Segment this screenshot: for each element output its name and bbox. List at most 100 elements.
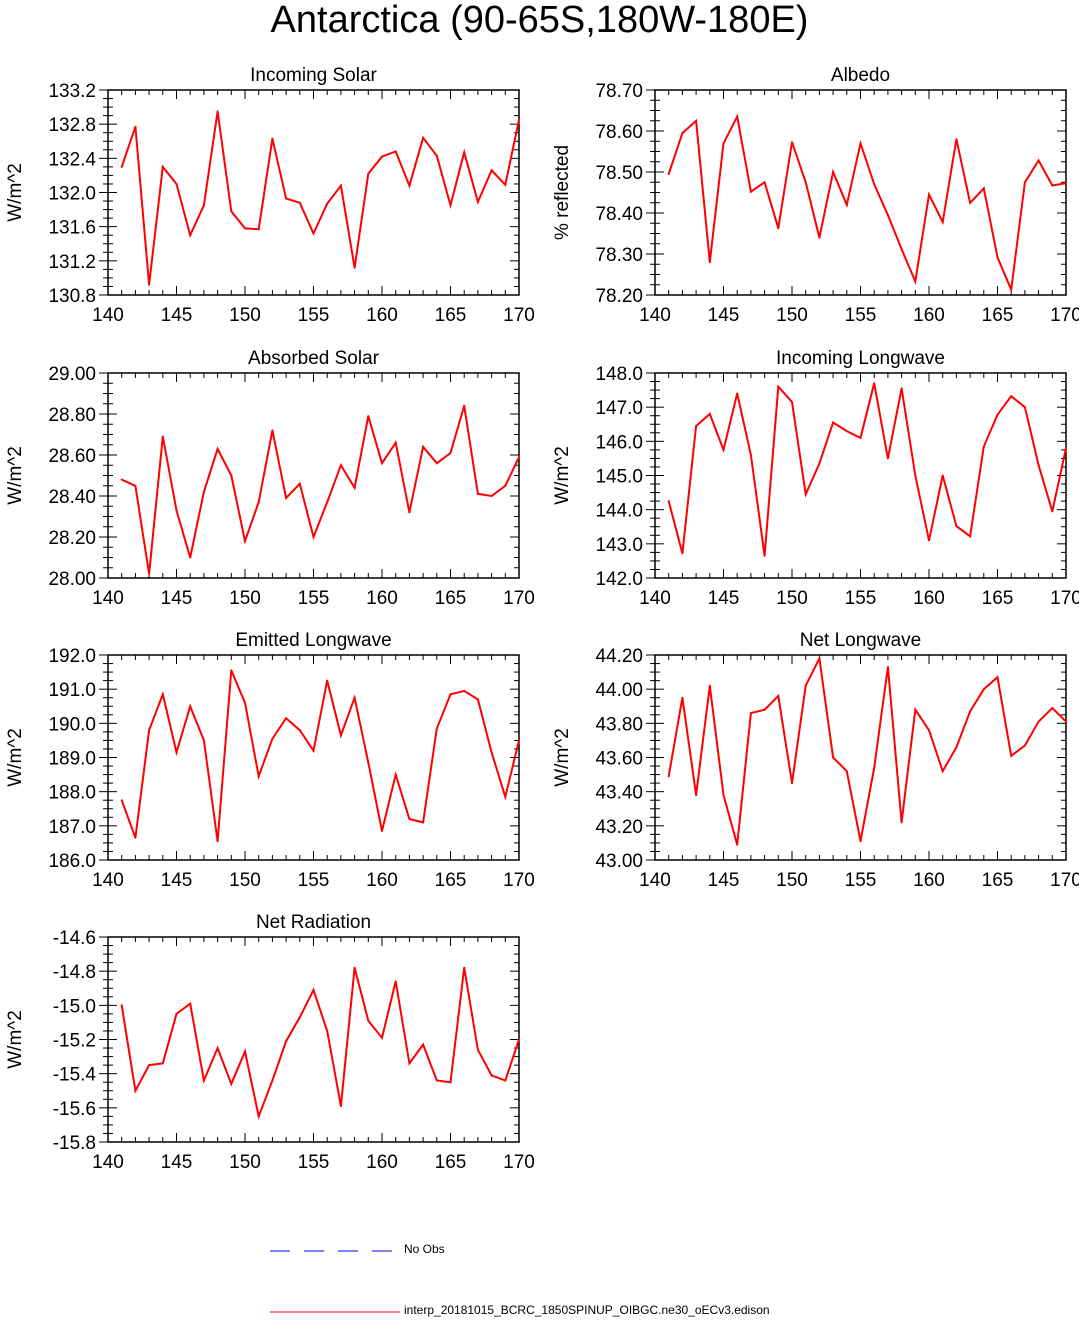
chart-title: Incoming Solar xyxy=(250,65,377,86)
y-tick-label: 189.0 xyxy=(48,749,96,770)
data-point xyxy=(941,770,944,773)
data-point xyxy=(886,214,889,217)
data-point xyxy=(490,751,493,754)
x-tick-label: 165 xyxy=(982,870,1014,891)
data-point xyxy=(955,525,958,528)
data-point xyxy=(435,1079,438,1082)
data-point xyxy=(449,1081,452,1084)
x-tick-label: 140 xyxy=(639,305,671,326)
data-point xyxy=(257,775,260,778)
chart-incoming-solar: Incoming Solar W/m^2 140 145 150 155 160 165 170… xyxy=(5,65,535,326)
data-point xyxy=(367,172,370,175)
y-tick-label: 29.00 xyxy=(48,364,96,385)
data-point xyxy=(202,1079,205,1082)
data-point xyxy=(216,447,219,450)
data-point xyxy=(1010,288,1013,291)
data-point xyxy=(804,493,807,496)
data-point xyxy=(422,1043,425,1046)
data-point xyxy=(230,210,233,213)
y-axis-label: W/m^2 xyxy=(5,446,26,505)
data-point xyxy=(339,734,342,737)
data-point xyxy=(134,484,137,487)
x-tick-label: 160 xyxy=(366,870,398,891)
data-point xyxy=(1065,720,1067,723)
data-point xyxy=(449,204,452,207)
chart-emitted-longwave: Emitted Longwave W/m^2 140 145 150 155 160 165 1… xyxy=(5,630,535,891)
data-point xyxy=(449,693,452,696)
data-point xyxy=(161,435,164,438)
data-point xyxy=(504,484,507,487)
y-tick-label: 28.20 xyxy=(48,528,96,549)
data-point xyxy=(161,165,164,168)
data-point xyxy=(134,125,137,128)
y-tick-label: 43.20 xyxy=(595,817,643,838)
x-tick-label: 160 xyxy=(366,1152,398,1173)
x-tick-label: 165 xyxy=(435,305,467,326)
data-point xyxy=(763,181,766,184)
data-point xyxy=(996,413,999,416)
data-point xyxy=(230,1082,233,1085)
data-point xyxy=(695,794,698,797)
y-tick-label: 145.0 xyxy=(595,467,643,488)
data-point xyxy=(353,696,356,699)
data-point xyxy=(900,821,903,824)
legend-obs-line-symbol xyxy=(270,1250,400,1252)
data-point xyxy=(435,154,438,157)
x-tick-label: 145 xyxy=(161,588,193,609)
y-tick-label: 132.4 xyxy=(48,149,96,170)
data-point xyxy=(353,966,356,969)
chart-incoming-longwave: Incoming Longwave W/m^2 140 145 150 155 160 165… xyxy=(552,348,1079,609)
plot-frame xyxy=(107,372,520,579)
data-point xyxy=(257,501,260,504)
data-point xyxy=(285,497,288,499)
data-point xyxy=(326,679,329,682)
data-point xyxy=(873,183,876,186)
y-tick-label: 188.0 xyxy=(48,783,96,804)
data-point xyxy=(1010,395,1013,398)
data-point xyxy=(873,382,876,385)
y-tick-label: 28.60 xyxy=(48,446,96,467)
data-point xyxy=(886,457,889,460)
data-point xyxy=(982,688,985,691)
data-point xyxy=(408,818,411,820)
data-point xyxy=(367,1019,370,1022)
data-point xyxy=(504,1079,507,1082)
chart-net-radiation: Net Radiation W/m^2 140 145 150 155 160 165 170 -… xyxy=(5,912,535,1173)
y-tick-label: 191.0 xyxy=(48,680,96,701)
data-point xyxy=(244,540,246,543)
chart-title: Net Longwave xyxy=(800,630,921,651)
y-tick-label: 190.0 xyxy=(48,714,96,735)
data-point xyxy=(381,155,383,158)
data-point xyxy=(667,500,670,503)
x-tick-label: 170 xyxy=(1050,588,1079,609)
y-tick-label: 131.2 xyxy=(48,252,96,273)
plot-frame xyxy=(107,654,520,861)
data-point xyxy=(681,132,684,135)
data-point xyxy=(504,795,507,798)
data-point xyxy=(381,462,383,465)
data-point xyxy=(818,462,821,465)
data-point xyxy=(202,490,205,493)
data-point xyxy=(914,280,917,283)
x-tick-label: 165 xyxy=(982,588,1014,609)
data-point xyxy=(1010,754,1013,757)
data-point xyxy=(271,137,274,140)
data-point xyxy=(408,184,411,187)
data-point xyxy=(175,751,178,754)
page-title: Antarctica (90-65S,180W-180E) xyxy=(270,0,809,41)
data-point xyxy=(134,1089,137,1092)
data-point xyxy=(777,695,780,697)
y-tick-label: 78.70 xyxy=(595,81,643,102)
data-point xyxy=(845,203,848,206)
data-point xyxy=(955,138,958,141)
y-tick-label: 78.30 xyxy=(595,245,643,266)
data-point xyxy=(845,430,848,433)
series-line xyxy=(121,405,520,575)
data-point xyxy=(175,509,178,512)
plot-frame xyxy=(654,89,1067,296)
data-point xyxy=(189,705,192,708)
data-point xyxy=(271,737,274,740)
y-tick-label: -14.6 xyxy=(53,928,96,949)
data-point xyxy=(120,165,123,168)
data-point xyxy=(463,689,466,692)
